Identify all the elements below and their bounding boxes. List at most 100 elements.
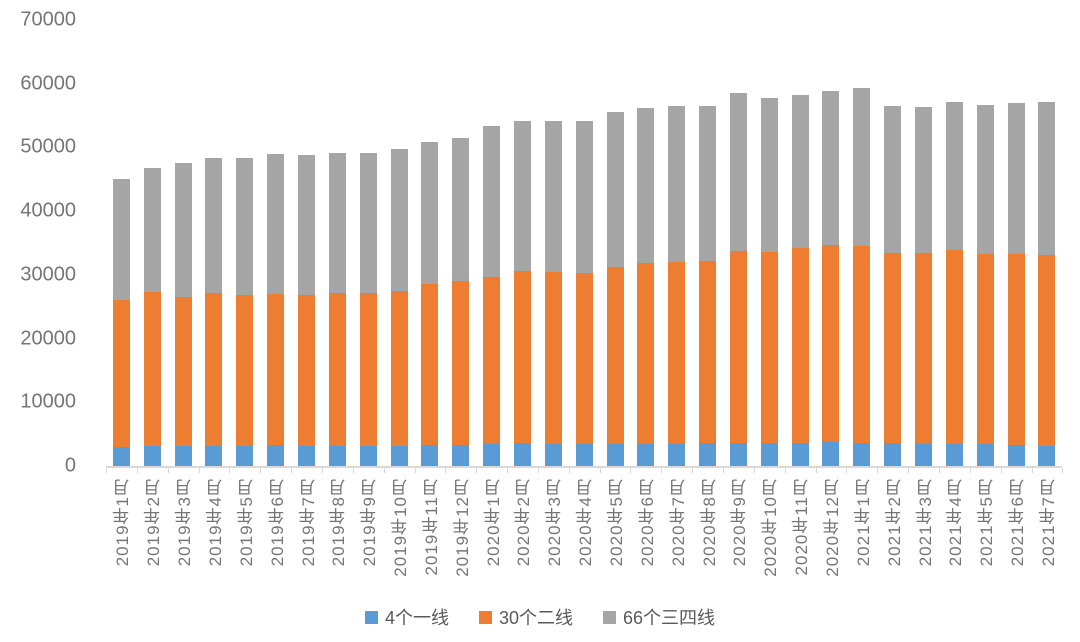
x-tick-label: 2019年6月 [267,478,287,567]
bar-segment-66个三四线 [174,163,192,297]
bar-segment-30个二线 [668,262,686,444]
bar-segment-30个二线 [328,292,346,446]
bar-segment-66个三四线 [1007,103,1025,254]
x-axis-tick [291,468,293,473]
bar-segment-4个一线 [822,441,840,466]
bar-segment-4个一线 [575,444,593,466]
bar-segment-66个三四线 [544,120,562,272]
bar-segment-4个一线 [112,446,130,466]
bar-segment-30个二线 [267,293,285,446]
x-tick-label: 2019年7月 [298,478,318,567]
legend-label: 4个一线 [384,608,449,628]
bar-segment-4个一线 [421,445,439,466]
x-tick-label: 2019年10月 [391,478,411,577]
bar-segment-66个三四线 [637,107,655,263]
legend-label: 30个二线 [498,608,573,628]
x-tick-label: 2020年3月 [545,478,565,567]
bar-segment-30个二线 [976,253,994,445]
bar-segment-4个一线 [791,442,809,466]
x-axis-line [106,466,1063,468]
bar-segment-4个一线 [606,443,624,466]
bar-segment-66个三四线 [791,95,809,249]
bar-segment-66个三四线 [112,178,130,300]
bar-segment-66个三四线 [853,88,871,247]
x-tick-label: 2021年6月 [1008,478,1028,567]
bar-segment-4个一线 [760,442,778,466]
x-axis-tick [1062,468,1064,473]
x-axis-tick [537,468,539,473]
bar-segment-66个三四线 [483,125,501,277]
x-axis-tick [352,468,354,473]
bar-segment-4个一线 [328,445,346,466]
bar-segment-4个一线 [1038,445,1056,466]
bar-segment-66个三四线 [236,157,254,296]
bar-segment-4个一线 [884,443,902,466]
bar-segment-4个一线 [853,442,871,466]
x-axis-tick [229,468,231,473]
bar-segment-4个一线 [637,443,655,466]
bar-segment-66个三四线 [976,104,994,254]
x-axis-tick [1000,468,1002,473]
x-tick-label: 2019年11月 [421,478,441,576]
legend-swatch-icon [603,610,616,624]
bar-segment-4个一线 [483,444,501,466]
x-tick-label: 2020年10月 [761,478,781,577]
bar-segment-30个二线 [390,290,408,446]
bar-segment-4个一线 [298,445,316,466]
bar-segment-4个一线 [976,444,994,466]
bar-segment-30个二线 [483,276,501,445]
x-axis-tick [507,468,509,473]
bar-segment-30个二线 [606,267,624,444]
bar-segment-30个二线 [945,250,963,444]
x-axis-tick [661,468,663,473]
x-axis-tick [938,468,940,473]
x-tick-label: 2020年11月 [792,478,812,576]
bar-segment-30个二线 [575,272,593,444]
bar-segment-30个二线 [421,283,439,446]
legend-swatch-icon [364,610,378,624]
bar-segment-30个二线 [174,296,192,447]
y-tick-label: 30000 [20,263,76,286]
bar-segment-4个一线 [699,443,717,466]
bar-segment-4个一线 [915,444,933,466]
x-tick-label: 2021年4月 [946,478,966,567]
bar-segment-66个三四线 [143,167,161,293]
x-axis-tick [260,468,262,473]
bar-segment-66个三四线 [513,121,531,272]
bar-segment-66个三四线 [945,102,963,250]
bar-segment-4个一线 [945,444,963,466]
legend-swatch-icon [478,610,492,624]
bar-segment-30个二线 [236,295,254,446]
x-tick-label: 2020年1月 [483,478,503,567]
bar-segment-30个二线 [637,262,655,444]
x-axis-tick [877,468,879,473]
y-tick-label: 10000 [20,390,76,413]
x-axis-tick [321,468,323,473]
x-tick-label: 2019年3月 [175,478,195,567]
x-axis-tick [753,468,755,473]
bar-segment-30个二线 [1038,255,1056,446]
bar-segment-4个一线 [544,443,562,466]
x-tick-label: 2021年5月 [977,478,997,567]
bar-segment-4个一线 [513,443,531,466]
bar-segment-30个二线 [298,294,316,446]
x-tick-label: 2020年4月 [576,478,596,567]
bar-segment-66个三四线 [668,106,686,263]
x-tick-label: 2020年6月 [637,478,657,567]
y-tick-label: 0 [64,454,76,477]
bar-segment-30个二线 [853,246,871,443]
legend-item: 66个三四线 [603,604,715,630]
bar-segment-30个二线 [915,252,933,445]
bar-segment-30个二线 [699,260,717,444]
x-tick-label: 2019年8月 [329,478,349,567]
x-axis-tick [445,468,447,473]
y-tick-label: 40000 [20,199,76,222]
x-axis-tick [476,468,478,473]
x-tick-label: 2020年9月 [730,478,750,567]
bar-segment-30个二线 [112,299,130,447]
bar-segment-66个三四线 [452,137,470,282]
x-axis-tick [568,468,570,473]
x-axis-tick [106,468,107,473]
x-axis-tick [383,468,385,473]
